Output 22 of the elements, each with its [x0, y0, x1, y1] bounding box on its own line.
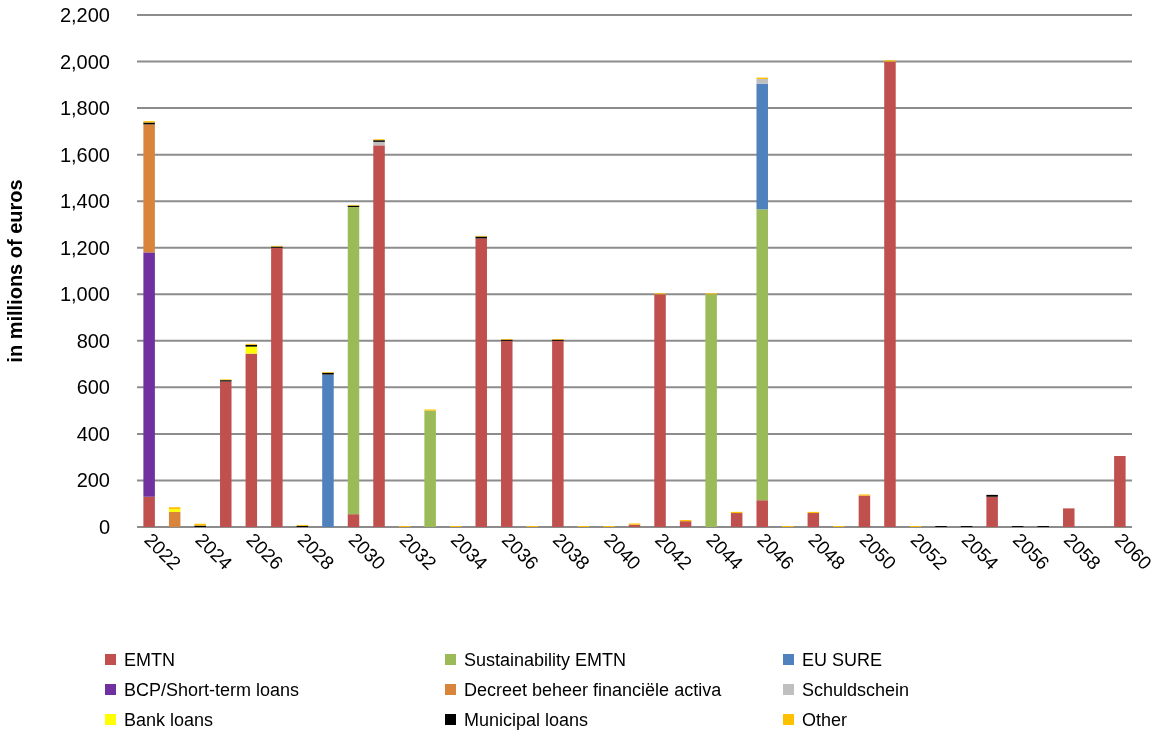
- y-axis-title: in millions of euros: [4, 179, 26, 363]
- legend-label: Sustainability EMTN: [464, 650, 627, 671]
- y-tick-label: 2,200: [59, 4, 110, 26]
- legend-label: Municipal loans: [464, 710, 589, 731]
- legend-label: EU SURE: [802, 650, 883, 671]
- legend-label: BCP/Short-term loans: [124, 680, 300, 701]
- legend-label: Schuldschein: [802, 680, 910, 701]
- legend-label: Other: [802, 710, 848, 731]
- legend-label: Decreet beheer financiële activa: [464, 680, 723, 701]
- y-tick-label: 800: [76, 329, 110, 352]
- y-tick-label: 600: [76, 376, 110, 399]
- legend-label: EMTN: [124, 650, 175, 671]
- y-tick-label: 1,800: [59, 97, 110, 120]
- y-tick-label: 400: [76, 422, 110, 445]
- y-tick-label: 2,000: [59, 50, 110, 73]
- y-tick-label: 1,600: [59, 143, 110, 166]
- legend-label: Bank loans: [124, 710, 214, 731]
- y-tick-label: 1,400: [59, 190, 110, 213]
- y-tick-label: 0: [98, 516, 110, 538]
- y-tick-label: 1,200: [59, 236, 110, 259]
- y-tick-label: 1,000: [59, 283, 110, 306]
- y-tick-label: 200: [76, 469, 110, 492]
